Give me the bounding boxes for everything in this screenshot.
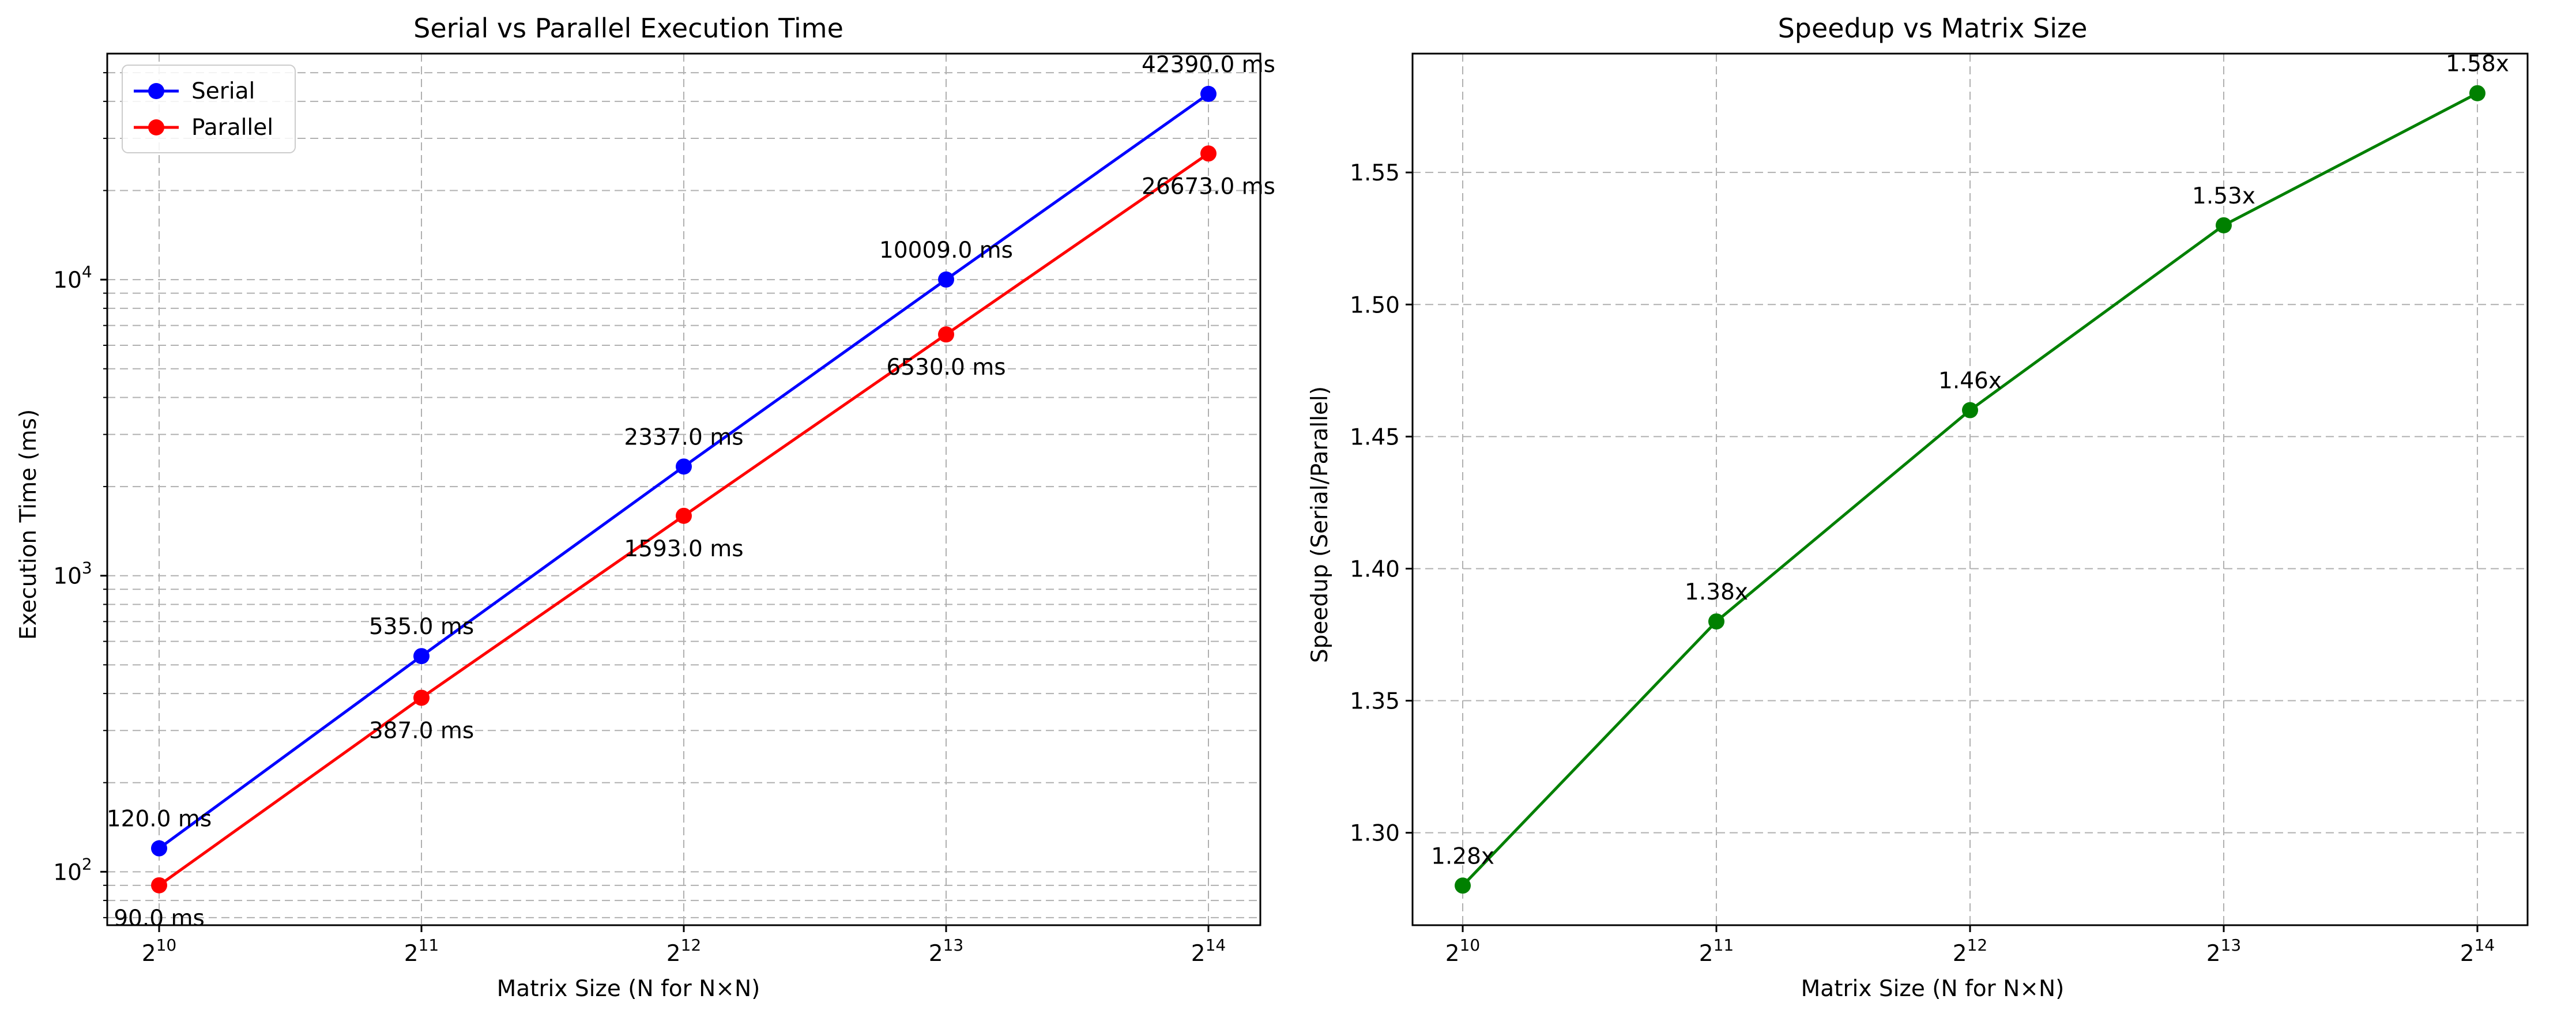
x-tick-label: 214 xyxy=(1191,936,1226,967)
tick-layer: 210 211 212 213 214 102 103 104 xyxy=(53,72,1226,967)
data-label: 387.0 ms xyxy=(369,718,474,744)
x-tick-label: 211 xyxy=(404,936,439,967)
data-label: 1.58x xyxy=(2446,51,2509,77)
data-label: 6530.0 ms xyxy=(886,355,1005,380)
legend-entry-label: Serial xyxy=(191,78,255,104)
data-point xyxy=(938,271,954,288)
data-point xyxy=(1708,613,1725,630)
x-tick-label: 210 xyxy=(1445,936,1480,967)
chart-title: Speedup vs Matrix Size xyxy=(1778,13,2088,44)
data-label: 120.0 ms xyxy=(107,806,212,832)
x-tick-label: 212 xyxy=(1953,936,1987,967)
data-label: 1.46x xyxy=(1938,368,2002,394)
data-label: 1593.0 ms xyxy=(624,536,743,562)
speedup-chart: Speedup vs Matrix Size 1.28x1.38x1.46x1.… xyxy=(1307,13,2529,1002)
data-label: 1.53x xyxy=(2192,183,2255,209)
data-point xyxy=(1200,85,1217,102)
data-layer: 120.0 ms 535.0 ms 2337.0 ms 10009.0 ms 42390… xyxy=(107,52,1275,932)
data-label: 2337.0 ms xyxy=(624,424,743,450)
legend: Serial Parallel xyxy=(122,65,296,153)
data-label: 1.28x xyxy=(1431,843,1494,869)
data-point xyxy=(676,507,692,524)
x-tick-label: 214 xyxy=(2460,936,2495,967)
data-layer: 1.28x 1.38x 1.46x 1.53x 1.58x xyxy=(1431,51,2509,894)
y-tick-label: 1.40 xyxy=(1350,556,1400,582)
y-tick-label: 104 xyxy=(53,262,92,293)
x-tick-label: 210 xyxy=(142,936,176,967)
data-point xyxy=(151,877,167,893)
y-tick-label: 1.50 xyxy=(1350,292,1400,318)
data-label: 26673.0 ms xyxy=(1142,174,1275,199)
legend-box xyxy=(122,65,296,153)
x-tick-label: 212 xyxy=(666,936,701,967)
data-point xyxy=(938,326,954,343)
legend-swatch-marker xyxy=(148,119,164,135)
chart-title: Serial vs Parallel Execution Time xyxy=(413,13,843,44)
legend-entry-label: Parallel xyxy=(191,115,273,141)
data-point xyxy=(1962,402,1978,418)
data-point xyxy=(2469,85,2485,101)
grid-layer xyxy=(1413,54,2528,925)
data-point xyxy=(1200,145,1217,162)
legend-swatch-marker xyxy=(148,83,164,99)
x-tick-label: 213 xyxy=(2206,936,2241,967)
data-point xyxy=(1455,877,1471,894)
data-label: 1.38x xyxy=(1685,579,1748,605)
tick-layer: 210 211 212 213 214 1.30 1.35 1.40 1.45 1.50 1.55 xyxy=(1350,160,2495,967)
execution-time-chart: Serial vs Parallel Execution Time 120.0 … xyxy=(16,13,1275,1002)
x-tick-label: 213 xyxy=(929,936,963,967)
y-axis-label: Speedup (Serial/Parallel) xyxy=(1307,386,1333,663)
data-label: 42390.0 ms xyxy=(1142,52,1275,78)
x-axis-label: Matrix Size (N for N×N) xyxy=(1801,976,2065,1002)
data-point xyxy=(413,689,430,706)
y-tick-label: 102 xyxy=(53,854,92,885)
data-point xyxy=(413,648,430,665)
y-tick-label: 103 xyxy=(53,559,92,590)
x-tick-label: 211 xyxy=(1699,936,1734,967)
data-label: 10009.0 ms xyxy=(879,237,1013,263)
grid-layer xyxy=(107,54,1260,925)
y-tick-label: 1.55 xyxy=(1350,160,1400,186)
y-tick-label: 1.35 xyxy=(1350,689,1400,715)
data-point xyxy=(2215,217,2232,233)
y-tick-label: 1.45 xyxy=(1350,424,1400,450)
data-point xyxy=(676,458,692,475)
x-axis-label: Matrix Size (N for N×N) xyxy=(497,976,760,1002)
y-tick-label: 1.30 xyxy=(1350,821,1400,847)
data-point xyxy=(151,840,167,857)
y-axis-label: Execution Time (ms) xyxy=(16,409,42,640)
data-label: 535.0 ms xyxy=(369,614,474,640)
